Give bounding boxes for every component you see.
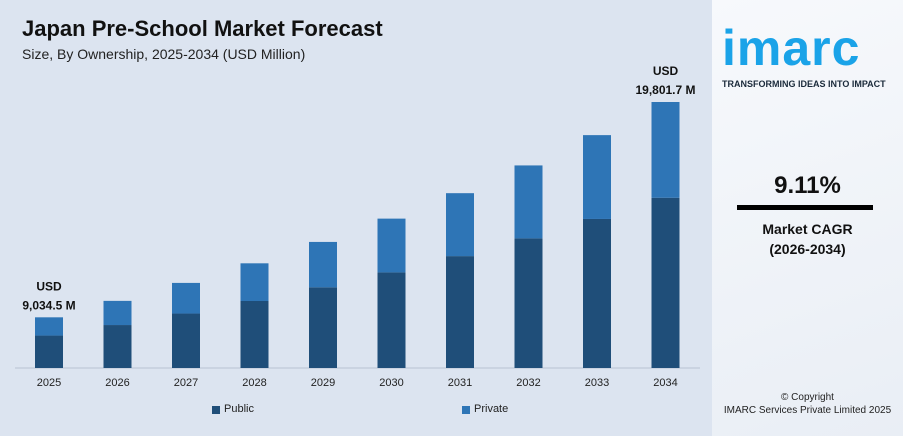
bar-private-2025: [35, 317, 63, 336]
divider: [737, 205, 873, 210]
legend-public: Public: [212, 403, 254, 416]
bar-public-2033: [583, 218, 611, 368]
company-name: IMARC Services Private Limited 2025: [723, 405, 892, 416]
x-tick-label: 2033: [585, 377, 609, 389]
bar-public-2025: [35, 335, 63, 368]
bar-private-2031: [446, 193, 474, 257]
bar-public-2031: [446, 256, 474, 368]
legend-label-private: Private: [474, 403, 509, 415]
chart-panel: Japan Pre-School Market Forecast Size, B…: [0, 0, 712, 436]
cagr-label: Market CAGR (2026-2034): [712, 219, 903, 259]
bar-private-2026: [103, 300, 132, 326]
x-tick-label: 2026: [105, 377, 129, 389]
chart-subtitle: Size, By Ownership, 2025-2034 (USD Milli…: [22, 46, 306, 62]
bar-private-2034: [651, 102, 680, 198]
x-tick-label: 2029: [311, 377, 335, 389]
legend-swatch-public: [212, 405, 220, 414]
bar-public-2034: [651, 197, 680, 368]
bar-private-2028: [240, 263, 269, 302]
data-label-unit: USD: [653, 64, 679, 78]
x-tick-label: 2027: [174, 377, 198, 389]
data-label-unit: USD: [36, 279, 62, 293]
bar-chart: 2025 USD 9,034.5 M 2026 2027 2028 2029 2030 2031…: [15, 64, 700, 389]
bar-private-2032: [514, 165, 543, 239]
bar-public-2028: [240, 301, 269, 368]
bar-private-2030: [377, 218, 406, 273]
bar-public-2026: [103, 325, 132, 368]
legend-label-public: Public: [224, 403, 254, 415]
x-tick-label: 2032: [516, 377, 540, 389]
data-label-value: 9,034.5 M: [22, 298, 75, 312]
x-tick-label: 2031: [448, 377, 472, 389]
x-tick-label: 2028: [242, 377, 266, 389]
bar-private-2027: [172, 282, 200, 314]
cagr-period: (2026-2034): [769, 241, 846, 257]
bar-public-2029: [309, 287, 337, 368]
bar-public-2027: [172, 313, 200, 368]
x-tick-label: 2034: [653, 377, 677, 389]
data-label-value: 19,801.7 M: [635, 83, 695, 97]
imarc-logo: imarc: [722, 20, 861, 76]
cagr-value: 9.11%: [774, 172, 841, 199]
x-tick-label: 2025: [37, 377, 61, 389]
x-tick-label: 2030: [379, 377, 403, 389]
chart-title: Japan Pre-School Market Forecast: [22, 16, 383, 41]
cagr-label-text: Market CAGR: [762, 221, 853, 237]
bar-public-2030: [377, 272, 406, 368]
copyright-text: © Copyright: [781, 392, 834, 403]
info-panel: imarc TRANSFORMING IDEAS INTO IMPACT 9.1…: [712, 0, 903, 436]
logo-tagline: TRANSFORMING IDEAS INTO IMPACT: [722, 79, 886, 89]
bar-private-2029: [309, 241, 337, 288]
legend-swatch-private: [462, 405, 470, 414]
copyright: © Copyright IMARC Services Private Limit…: [712, 391, 903, 417]
legend-private: Private: [462, 403, 508, 416]
bar-public-2032: [514, 238, 543, 368]
bar-private-2033: [583, 135, 611, 219]
